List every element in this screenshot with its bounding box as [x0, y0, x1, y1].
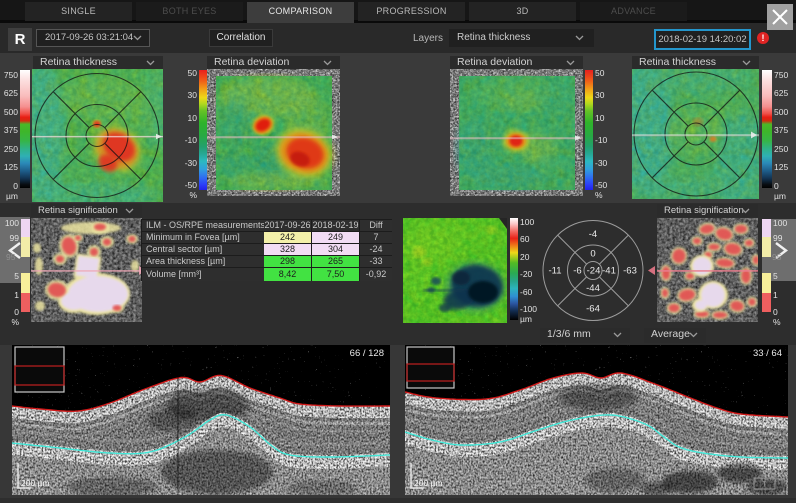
svg-text:T: T [376, 474, 381, 481]
svg-text:0: 0 [590, 249, 595, 260]
svg-text:-11: -11 [548, 266, 561, 277]
svg-text:-6: -6 [573, 266, 581, 277]
svg-text:-41: -41 [602, 266, 616, 277]
svg-text:-63: -63 [623, 266, 637, 277]
svg-text:33 / 64: 33 / 64 [753, 348, 782, 359]
svg-text:-4: -4 [589, 229, 597, 240]
svg-text:T: T [762, 482, 767, 489]
svg-text:66 / 128: 66 / 128 [350, 348, 384, 359]
svg-text:200 µm: 200 µm [414, 478, 443, 488]
svg-text:-44: -44 [586, 283, 600, 294]
svg-text:200 µm: 200 µm [21, 478, 50, 488]
svg-text:-24: -24 [587, 266, 601, 277]
svg-text:-64: -64 [586, 304, 600, 315]
